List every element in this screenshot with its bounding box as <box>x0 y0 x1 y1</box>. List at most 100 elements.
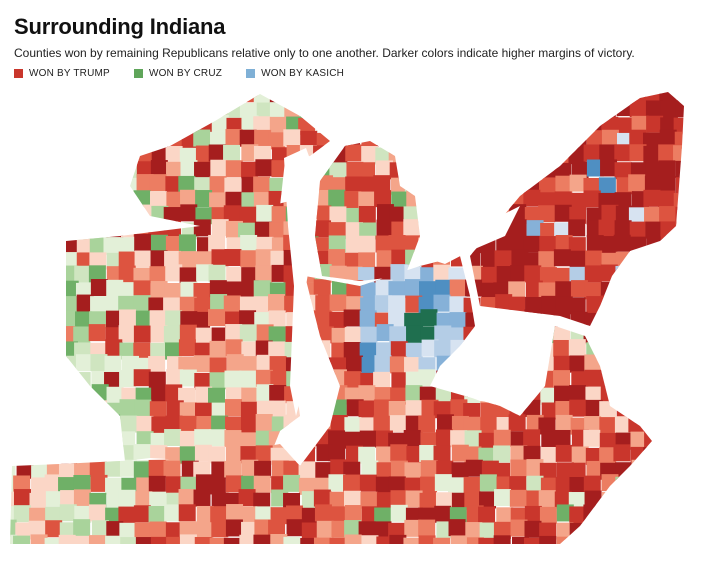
county-cell <box>358 92 376 102</box>
county-cell <box>359 474 377 492</box>
county-cell <box>31 294 49 312</box>
county-cell <box>644 370 662 388</box>
county-cell <box>60 490 78 508</box>
county-cell <box>165 146 183 164</box>
county-map <box>0 86 720 546</box>
county-cell <box>15 174 33 192</box>
county-cell <box>645 100 663 118</box>
county-cell <box>705 163 720 180</box>
county-cell <box>106 220 124 238</box>
county-cell <box>389 206 407 224</box>
county-cell <box>615 279 633 297</box>
county-cell <box>660 342 678 360</box>
county-cell <box>226 266 244 284</box>
county-cell <box>15 192 33 210</box>
county-cell <box>211 219 229 237</box>
county-cell <box>673 385 684 403</box>
county-cell <box>629 236 647 254</box>
county-cell <box>75 205 93 223</box>
county-cell <box>433 445 451 463</box>
county-cell <box>30 339 48 357</box>
county-cell <box>643 447 661 465</box>
county-cell <box>553 355 571 373</box>
county-cell <box>301 327 319 345</box>
county-cell <box>136 415 154 433</box>
county-cell <box>705 279 720 296</box>
county-cell <box>600 264 618 282</box>
county-cell <box>239 296 257 314</box>
county-cell <box>135 145 153 163</box>
county-cell <box>329 92 347 105</box>
county-cell <box>256 102 274 120</box>
county-cell <box>300 401 318 419</box>
county-cell <box>599 92 617 102</box>
county-cell <box>689 115 706 132</box>
county-cell <box>615 117 633 135</box>
county-cell <box>376 492 394 510</box>
county-cell <box>134 399 152 417</box>
county-cell <box>569 174 587 192</box>
county-cell <box>405 249 423 267</box>
county-cell <box>523 101 541 119</box>
county-cell <box>361 460 379 478</box>
county-cell <box>555 476 573 494</box>
county-cell <box>706 324 720 341</box>
county-cell <box>106 521 124 539</box>
county-cell <box>89 252 107 270</box>
county-cell <box>254 460 272 478</box>
county-cell <box>526 146 544 164</box>
county-cell <box>568 219 586 237</box>
county-cell <box>195 327 213 345</box>
county-cell <box>465 279 483 297</box>
county-cell <box>73 535 91 544</box>
county-cell <box>209 537 227 544</box>
county-cell <box>224 370 242 388</box>
county-cell <box>541 100 559 118</box>
county-cell <box>707 295 720 312</box>
county-cell <box>675 280 684 298</box>
county-cell <box>256 354 274 372</box>
county-cell <box>554 191 572 209</box>
county-cell <box>555 235 573 253</box>
county-cell <box>136 161 154 179</box>
county-cell <box>209 340 227 358</box>
county-cell <box>285 505 303 523</box>
county-cell <box>674 264 684 282</box>
county-cell <box>150 445 168 463</box>
county-cell <box>493 190 511 208</box>
county-cell <box>345 114 363 132</box>
county-cell <box>496 236 514 254</box>
county-cell <box>45 506 63 524</box>
county-cell <box>465 99 483 117</box>
county-cell <box>674 492 684 510</box>
county-cell <box>90 474 108 492</box>
county-cell <box>690 310 707 327</box>
county-cell <box>599 401 617 419</box>
county-cell <box>149 491 167 509</box>
county-cell <box>691 447 708 464</box>
county-cell <box>299 99 317 117</box>
county-cell <box>690 267 707 284</box>
county-cell <box>314 205 332 223</box>
county-cell <box>209 372 227 390</box>
county-cell <box>211 415 229 433</box>
county-cell <box>508 296 526 314</box>
county-cell <box>404 161 422 179</box>
county-cell <box>493 445 511 463</box>
county-cell <box>403 537 421 544</box>
county-cell <box>118 489 136 507</box>
county-cell <box>569 385 587 403</box>
county-cell <box>345 176 363 194</box>
county-cell <box>73 372 91 390</box>
county-cell <box>30 309 48 327</box>
county-cell <box>28 520 46 538</box>
county-cell <box>705 385 720 402</box>
county-cell <box>76 416 94 434</box>
county-cell <box>433 130 451 148</box>
county-cell <box>614 506 632 524</box>
county-cell <box>404 357 422 375</box>
county-cell <box>691 253 708 270</box>
county-cell <box>118 251 136 269</box>
county-cell <box>225 160 243 178</box>
county-cell <box>44 537 62 544</box>
